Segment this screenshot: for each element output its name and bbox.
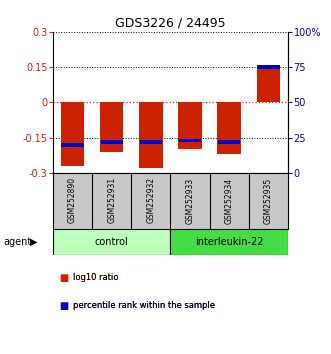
Text: ■  percentile rank within the sample: ■ percentile rank within the sample xyxy=(60,301,215,310)
Text: GSM252934: GSM252934 xyxy=(225,177,234,224)
Text: GSM252931: GSM252931 xyxy=(107,177,116,223)
Text: GSM252890: GSM252890 xyxy=(68,177,77,223)
Text: log10 ratio: log10 ratio xyxy=(73,273,118,281)
Bar xyxy=(140,140,162,144)
Bar xyxy=(101,140,123,144)
Text: percentile rank within the sample: percentile rank within the sample xyxy=(73,301,215,310)
Bar xyxy=(257,67,280,102)
Bar xyxy=(218,140,240,144)
Text: GSM252935: GSM252935 xyxy=(264,177,273,224)
Title: GDS3226 / 24495: GDS3226 / 24495 xyxy=(115,16,226,29)
Text: GSM252933: GSM252933 xyxy=(186,177,195,224)
Bar xyxy=(139,102,163,168)
Text: agent: agent xyxy=(3,237,31,247)
Bar xyxy=(53,229,170,255)
Text: interleukin-22: interleukin-22 xyxy=(195,237,263,247)
Text: ■  log10 ratio: ■ log10 ratio xyxy=(60,273,118,281)
Text: GSM252932: GSM252932 xyxy=(146,177,155,223)
Bar xyxy=(170,229,288,255)
Bar xyxy=(217,102,241,154)
Text: ■: ■ xyxy=(60,301,69,311)
Text: ■: ■ xyxy=(60,273,69,282)
Bar xyxy=(179,138,201,142)
Bar xyxy=(61,143,84,147)
Bar xyxy=(178,102,202,149)
Bar xyxy=(100,102,123,152)
Text: control: control xyxy=(95,237,128,247)
Bar xyxy=(257,65,280,69)
Text: ▶: ▶ xyxy=(30,237,37,247)
Bar xyxy=(61,102,84,166)
